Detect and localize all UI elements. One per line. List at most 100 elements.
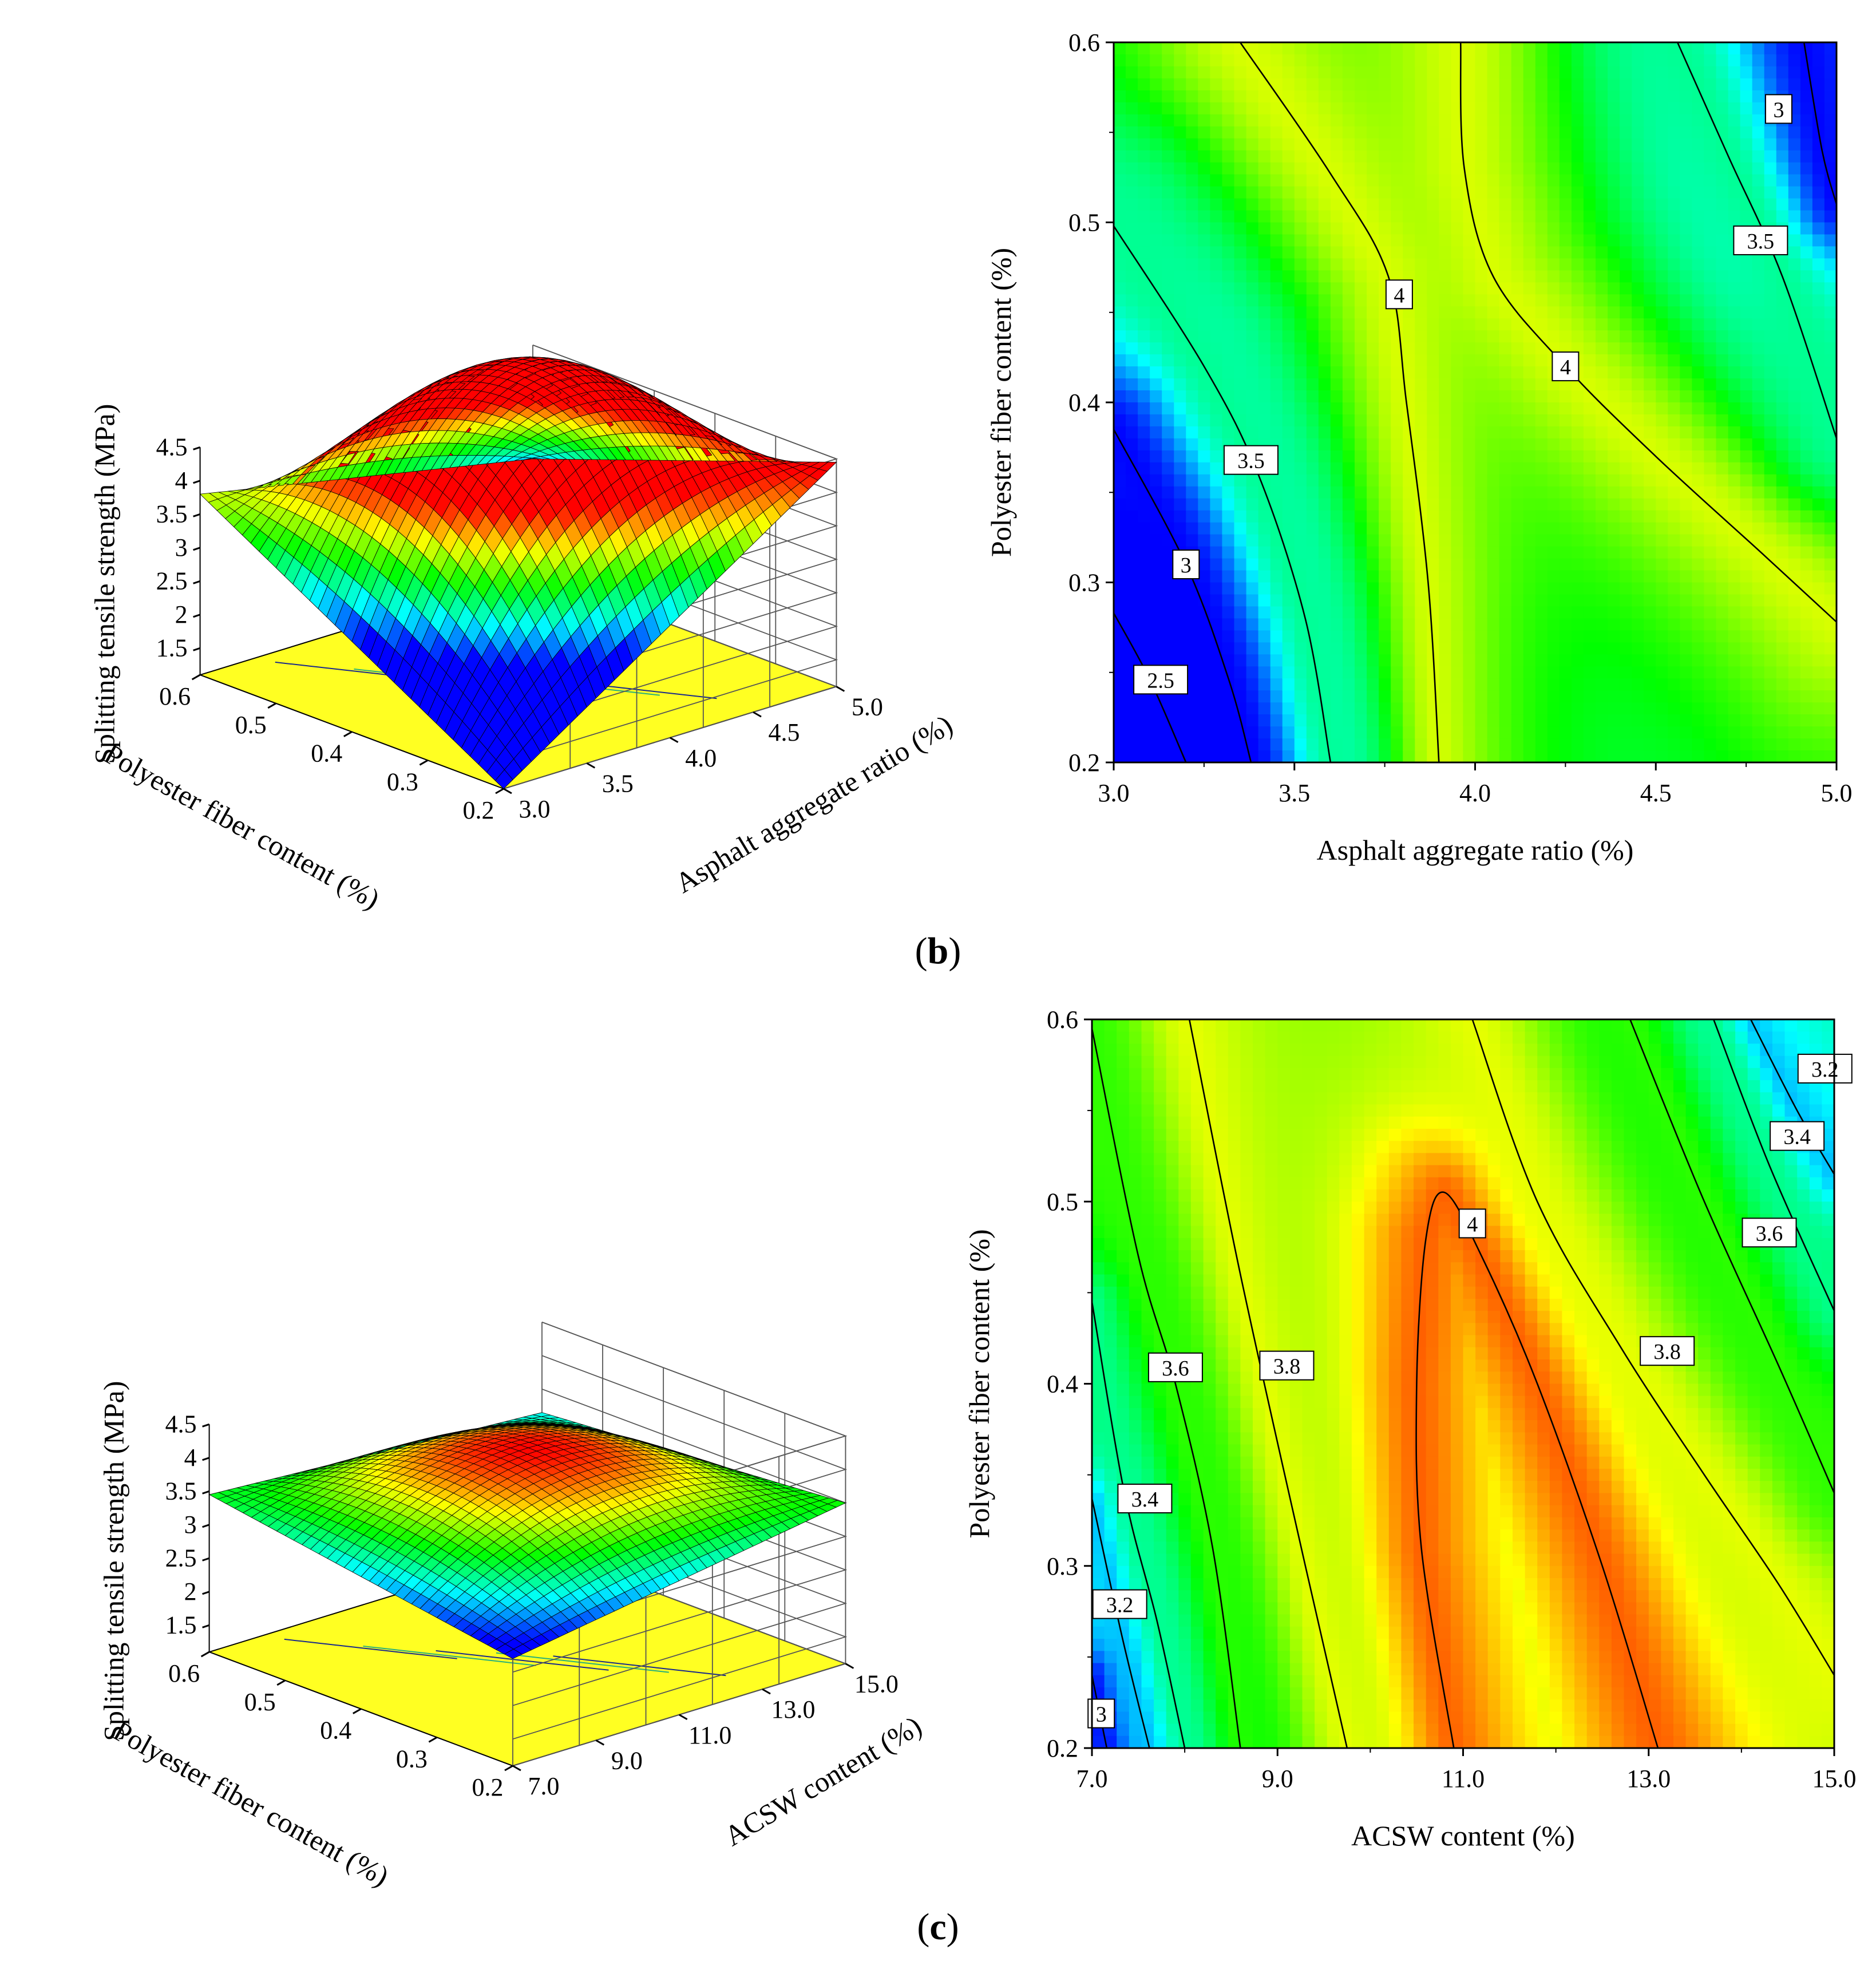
contour-cell bbox=[1391, 78, 1404, 91]
contour-cell bbox=[1210, 666, 1223, 679]
contour-cell bbox=[1138, 222, 1150, 235]
contour-cell bbox=[1740, 342, 1753, 355]
contour-cell bbox=[1126, 462, 1138, 475]
contour-cell bbox=[1776, 498, 1789, 511]
contour-cell bbox=[1463, 618, 1476, 631]
contour-cell bbox=[1824, 498, 1837, 511]
contour-cell bbox=[1668, 294, 1681, 307]
contour-cell bbox=[1367, 354, 1379, 367]
contour-cell bbox=[1523, 174, 1536, 187]
contour-cell bbox=[1282, 114, 1295, 127]
contour-cell bbox=[1608, 42, 1620, 55]
contour-cell bbox=[1318, 426, 1331, 439]
contour-cell bbox=[1716, 270, 1729, 283]
contour-cell bbox=[1680, 630, 1693, 643]
contour-cell bbox=[1716, 66, 1729, 79]
contour-cell bbox=[1379, 354, 1391, 367]
contour-cell bbox=[1306, 78, 1319, 91]
contour-cell bbox=[1415, 486, 1428, 499]
contour-cell bbox=[1668, 486, 1681, 499]
contour-cell bbox=[1210, 750, 1223, 763]
y-tick bbox=[836, 686, 845, 692]
contour-cell bbox=[1294, 354, 1307, 367]
contour-cell bbox=[1342, 306, 1355, 319]
contour-cell bbox=[1499, 666, 1512, 679]
contour-cell bbox=[1439, 66, 1452, 79]
contour-cell bbox=[1222, 750, 1235, 763]
contour-cell bbox=[1547, 150, 1560, 163]
contour-cell bbox=[1234, 138, 1247, 151]
contour-cell bbox=[1138, 426, 1150, 439]
contour-cell bbox=[1487, 66, 1500, 79]
contour-cell bbox=[1198, 438, 1211, 451]
contour-cell bbox=[1439, 534, 1452, 547]
contour-cell bbox=[1379, 546, 1391, 559]
contour-cell bbox=[1704, 282, 1717, 295]
contour-cell bbox=[1812, 750, 1825, 763]
contour-cell bbox=[1439, 330, 1452, 343]
contour-cell bbox=[1644, 294, 1657, 307]
contour-cell bbox=[1656, 558, 1669, 571]
contour-cell bbox=[1198, 366, 1211, 379]
contour-cell bbox=[1716, 306, 1729, 319]
contour-cell bbox=[1150, 114, 1163, 127]
contour-cell bbox=[1162, 582, 1175, 595]
contour-cell bbox=[1427, 366, 1440, 379]
contour-cell bbox=[1620, 414, 1632, 427]
contour-cell bbox=[1210, 42, 1223, 55]
contour-cell bbox=[1379, 234, 1391, 247]
contour-cell bbox=[1463, 426, 1476, 439]
contour-cell bbox=[1439, 162, 1452, 175]
contour-cell bbox=[1439, 114, 1452, 127]
contour-cell bbox=[1162, 438, 1175, 451]
contour-cell bbox=[1800, 126, 1813, 139]
contour-cell bbox=[1704, 270, 1717, 283]
contour-cell bbox=[1656, 570, 1669, 583]
contour-cell bbox=[1379, 378, 1391, 391]
contour-cell bbox=[1198, 150, 1211, 163]
contour-cell bbox=[1716, 570, 1729, 583]
contour-cell bbox=[1596, 606, 1608, 619]
contour-cell bbox=[1583, 42, 1596, 55]
contour-cell bbox=[1162, 258, 1175, 271]
contour-cell bbox=[1367, 630, 1379, 643]
contour-cell bbox=[1499, 594, 1512, 607]
contour-cell bbox=[1824, 234, 1837, 247]
contour-cell bbox=[1282, 642, 1295, 655]
contour-cell bbox=[1282, 282, 1295, 295]
contour-cell bbox=[1547, 42, 1560, 55]
contour-cell bbox=[1234, 126, 1247, 139]
contour-cell bbox=[1174, 414, 1187, 427]
contour-cell bbox=[1318, 678, 1331, 691]
contour-cell bbox=[1342, 558, 1355, 571]
contour-cell bbox=[1150, 234, 1163, 247]
contour-cell bbox=[1583, 354, 1596, 367]
contour-cell bbox=[1439, 342, 1452, 355]
contour-cell bbox=[1210, 738, 1223, 751]
contour-cell bbox=[1740, 378, 1753, 391]
contour-cell bbox=[1379, 42, 1391, 55]
contour-cell bbox=[1535, 90, 1548, 103]
contour-cell bbox=[1656, 138, 1669, 151]
contour-cell bbox=[1294, 114, 1307, 127]
contour-cell bbox=[1246, 594, 1259, 607]
contour-cell bbox=[1511, 738, 1524, 751]
contour-cell bbox=[1632, 570, 1645, 583]
contour-cell bbox=[1475, 522, 1488, 535]
contour-cell bbox=[1511, 474, 1524, 487]
contour-cell bbox=[1318, 486, 1331, 499]
contour-cell bbox=[1728, 750, 1741, 763]
contour-cell bbox=[1439, 414, 1452, 427]
contour-cell bbox=[1499, 354, 1512, 367]
contour-cell bbox=[1150, 570, 1163, 583]
contour-cell bbox=[1523, 738, 1536, 751]
contour-cell bbox=[1668, 210, 1681, 223]
contour-cell bbox=[1306, 378, 1319, 391]
contour-cell bbox=[1270, 558, 1283, 571]
contour-cell bbox=[1318, 318, 1331, 331]
contour-cell bbox=[1270, 138, 1283, 151]
contour-cell bbox=[1330, 714, 1343, 727]
contour-cell bbox=[1680, 438, 1693, 451]
contour-cell bbox=[1126, 186, 1138, 199]
contour-cell bbox=[1812, 234, 1825, 247]
